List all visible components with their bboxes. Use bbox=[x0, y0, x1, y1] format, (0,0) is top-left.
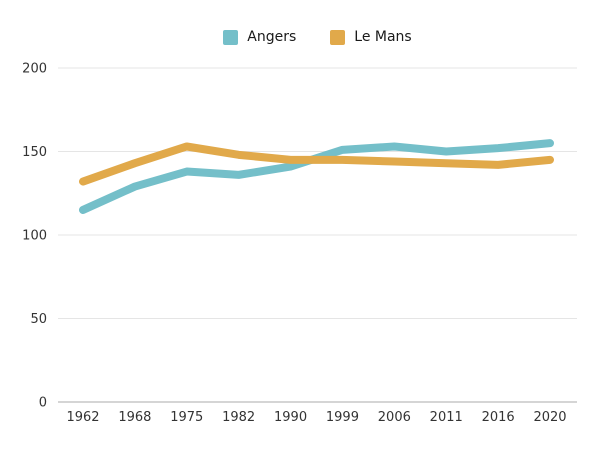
x-tick-label: 2011 bbox=[430, 410, 463, 425]
legend-swatch bbox=[330, 30, 346, 45]
x-tick-label: 1975 bbox=[170, 410, 203, 425]
chart-legend: Angers Le Mans bbox=[58, 30, 577, 45]
x-tick-label: 2016 bbox=[482, 410, 515, 425]
legend-swatch bbox=[223, 30, 239, 45]
y-tick-label: 200 bbox=[22, 62, 47, 77]
x-tick-label: 2020 bbox=[533, 410, 566, 425]
x-tick-label: 1962 bbox=[66, 410, 99, 425]
y-tick-label: 0 bbox=[39, 396, 47, 411]
y-tick-label: 150 bbox=[22, 145, 47, 160]
x-tick-label: 1999 bbox=[326, 410, 359, 425]
y-tick-label: 50 bbox=[30, 312, 47, 327]
series-line-le-mans bbox=[79, 142, 554, 186]
x-tick-label: 1982 bbox=[222, 410, 255, 425]
legend-label: Le Mans bbox=[354, 29, 412, 45]
legend-item-le-mans[interactable]: Le Mans bbox=[330, 29, 412, 45]
x-tick-label: 1968 bbox=[118, 410, 151, 425]
y-tick-label: 100 bbox=[22, 229, 47, 244]
x-tick-label: 2006 bbox=[378, 410, 411, 425]
x-tick-label: 1990 bbox=[274, 410, 307, 425]
legend-label: Angers bbox=[247, 29, 297, 45]
legend-item-angers[interactable]: Angers bbox=[223, 30, 296, 45]
